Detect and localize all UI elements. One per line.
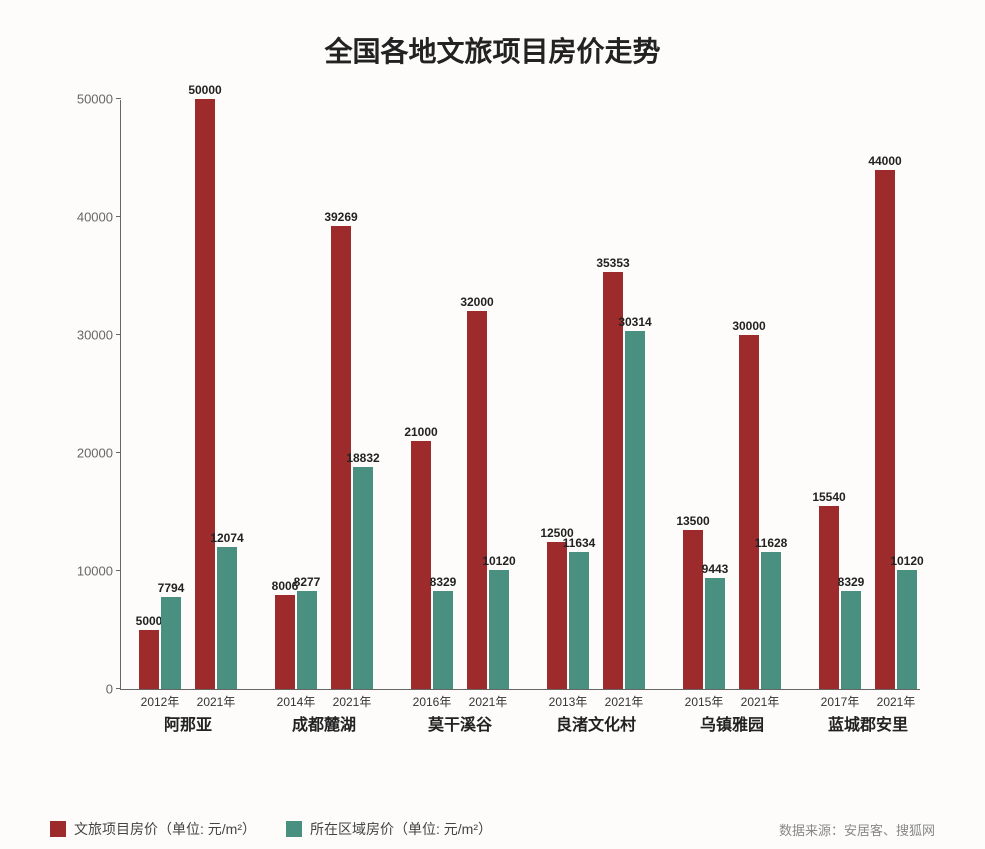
bar-value-label: 8329 xyxy=(838,575,865,591)
y-tick-label: 30000 xyxy=(77,328,121,343)
x-group-label: 乌镇雅园 xyxy=(700,711,764,735)
bar-value-label: 7794 xyxy=(158,581,185,597)
y-tick-label: 40000 xyxy=(77,210,121,225)
x-group-label: 蓝城郡安里 xyxy=(828,711,908,735)
bar-value-label: 5000 xyxy=(136,614,163,630)
bar-value-label: 44000 xyxy=(868,154,901,170)
bar-value-label: 11628 xyxy=(755,536,788,552)
bar-value-label: 50000 xyxy=(188,83,221,99)
x-year-label: 2013年 xyxy=(549,693,588,710)
bar-region: 9443 xyxy=(705,578,725,689)
x-year-label: 2017年 xyxy=(821,693,860,710)
bar-group: 1350094433000011628 xyxy=(683,100,781,689)
bar-project: 12500 xyxy=(547,542,567,690)
x-group-label: 莫干溪谷 xyxy=(428,711,492,735)
bar-value-label: 21000 xyxy=(404,425,437,441)
bar-project: 13500 xyxy=(683,530,703,689)
bar-region: 8329 xyxy=(433,591,453,689)
bar-value-label: 30314 xyxy=(618,315,651,331)
bar-region: 18832 xyxy=(353,467,373,689)
y-tick-mark xyxy=(116,98,121,99)
bar-project: 44000 xyxy=(875,170,895,689)
data-source: 数据来源：安居客、搜狐网 xyxy=(779,820,935,839)
chart-container: 全国各地文旅项目房价走势 2012年2021年阿那亚2014年2021年成都麓湖… xyxy=(50,30,935,820)
legend-swatch-project xyxy=(50,821,66,837)
legend-label-region: 所在区域房价（单位: 元/m²） xyxy=(310,819,492,839)
bar-project: 21000 xyxy=(411,441,431,689)
bar-value-label: 15540 xyxy=(812,490,845,506)
legend-row: 文旅项目房价（单位: 元/m²） 所在区域房价（单位: 元/m²） 数据来源：安… xyxy=(50,819,935,839)
y-tick-label: 10000 xyxy=(77,564,121,579)
x-group-label: 良渚文化村 xyxy=(556,711,636,735)
y-tick-mark xyxy=(116,216,121,217)
bar-region: 30314 xyxy=(625,331,645,689)
y-tick-label: 50000 xyxy=(77,92,121,107)
bar-value-label: 39269 xyxy=(324,210,357,226)
bar-region: 12074 xyxy=(217,547,237,689)
bar-group: 500077945000012074 xyxy=(139,100,237,689)
bar-project: 5000 xyxy=(139,630,159,689)
bar-project: 32000 xyxy=(467,311,487,689)
y-tick-mark xyxy=(116,334,121,335)
legend-item-project: 文旅项目房价（单位: 元/m²） xyxy=(50,819,256,839)
bar-group: 12500116343535330314 xyxy=(547,100,645,689)
bar-project: 35353 xyxy=(603,272,623,689)
y-tick-mark xyxy=(116,688,121,689)
bar-group: 800682773926918832 xyxy=(275,100,373,689)
bar-value-label: 8329 xyxy=(430,575,457,591)
chart-title: 全国各地文旅项目房价走势 xyxy=(50,30,935,70)
bar-value-label: 10120 xyxy=(482,554,515,570)
x-year-label: 2021年 xyxy=(197,693,236,710)
x-year-label: 2016年 xyxy=(413,693,452,710)
x-year-label: 2014年 xyxy=(277,693,316,710)
bar-value-label: 8277 xyxy=(294,575,321,591)
bar-region: 10120 xyxy=(489,570,509,689)
x-year-label: 2012年 xyxy=(141,693,180,710)
bar-region: 11628 xyxy=(761,552,781,689)
bar-region: 11634 xyxy=(569,552,589,689)
bar-project: 30000 xyxy=(739,335,759,689)
bar-value-label: 35353 xyxy=(596,256,629,272)
legend-swatch-region xyxy=(286,821,302,837)
x-year-label: 2021年 xyxy=(333,693,372,710)
plot-area: 2012年2021年阿那亚2014年2021年成都麓湖2016年2021年莫干溪… xyxy=(120,100,920,690)
bar-region: 7794 xyxy=(161,597,181,689)
bar-value-label: 11634 xyxy=(563,536,596,552)
x-group-label: 阿那亚 xyxy=(164,711,212,735)
legend-item-region: 所在区域房价（单位: 元/m²） xyxy=(286,819,492,839)
x-year-label: 2021年 xyxy=(877,693,916,710)
bar-project: 8006 xyxy=(275,595,295,689)
bar-value-label: 9443 xyxy=(702,562,729,578)
bar-project: 50000 xyxy=(195,99,215,689)
bar-region: 8277 xyxy=(297,591,317,689)
bar-group: 2100083293200010120 xyxy=(411,100,509,689)
legend-label-project: 文旅项目房价（单位: 元/m²） xyxy=(74,819,256,839)
bar-value-label: 12074 xyxy=(210,531,243,547)
bar-project: 15540 xyxy=(819,506,839,689)
y-tick-label: 0 xyxy=(106,682,121,697)
x-year-label: 2021年 xyxy=(741,693,780,710)
x-year-label: 2021年 xyxy=(469,693,508,710)
y-tick-mark xyxy=(116,452,121,453)
x-year-label: 2021年 xyxy=(605,693,644,710)
bar-group: 1554083294400010120 xyxy=(819,100,917,689)
y-tick-mark xyxy=(116,570,121,571)
bar-region: 8329 xyxy=(841,591,861,689)
x-year-label: 2015年 xyxy=(685,693,724,710)
x-group-label: 成都麓湖 xyxy=(292,711,356,735)
bar-value-label: 32000 xyxy=(460,295,493,311)
bar-value-label: 30000 xyxy=(732,319,765,335)
y-tick-label: 20000 xyxy=(77,446,121,461)
bar-value-label: 18832 xyxy=(346,451,379,467)
bar-value-label: 10120 xyxy=(890,554,923,570)
bar-value-label: 13500 xyxy=(676,514,709,530)
bar-region: 10120 xyxy=(897,570,917,689)
